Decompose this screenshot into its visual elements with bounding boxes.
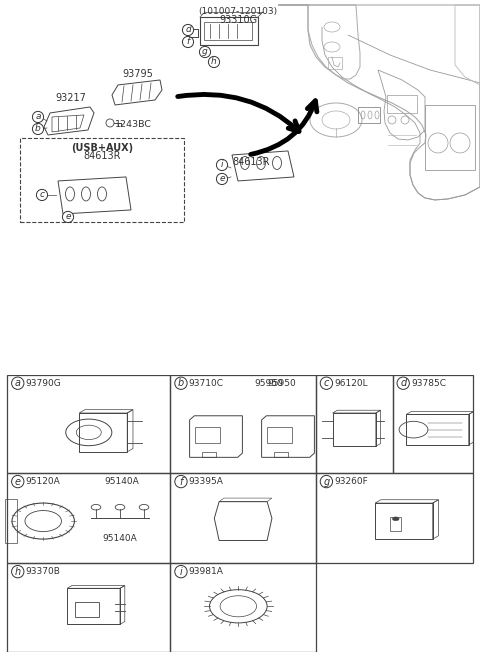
Text: 95120A: 95120A [25,477,60,486]
Text: i: i [180,567,182,576]
Text: 96120L: 96120L [334,379,368,388]
Bar [200,17,258,45]
Text: 1243BC: 1243BC [115,120,152,129]
Bar [316,375,393,473]
Bar [75,602,99,617]
Text: f: f [179,477,183,486]
Text: (101007-120103): (101007-120103) [198,7,277,16]
Bar [391,517,401,531]
Bar [387,95,417,113]
Bar [170,563,316,652]
Text: 95950: 95950 [268,379,297,388]
Text: 93310G: 93310G [219,15,257,25]
Text: e: e [15,477,21,486]
Text: g: g [202,48,208,57]
Bar [406,415,468,445]
Bar [79,413,127,452]
Text: 93795: 93795 [122,69,153,79]
Text: a: a [15,378,21,388]
Text: 93981A: 93981A [189,567,224,576]
Bar [328,57,342,69]
Text: g: g [323,477,330,486]
Bar [7,473,170,563]
Text: 93785C: 93785C [411,379,446,388]
Text: b: b [35,125,41,134]
Circle shape [392,517,399,521]
Bar [393,375,473,473]
Bar [202,452,216,457]
Text: c: c [324,378,329,388]
Bar [7,563,170,652]
Text: b: b [178,378,184,388]
Bar [7,375,170,473]
Text: i: i [221,160,223,170]
Bar [316,473,473,563]
Bar [358,107,380,123]
Text: d: d [400,378,407,388]
Text: h: h [211,57,217,67]
Text: 95140A: 95140A [105,477,139,486]
Text: 93217: 93217 [55,93,86,103]
Text: a: a [35,112,41,121]
Text: 93370B: 93370B [25,567,60,576]
Bar [67,588,120,625]
Bar [274,452,288,457]
Text: h: h [15,567,21,576]
Text: f: f [186,37,190,46]
Text: 84613R: 84613R [232,157,269,167]
Text: (USB+AUX): (USB+AUX) [71,143,133,153]
Bar [204,22,252,40]
Text: 95140A: 95140A [103,533,137,542]
Text: 93790G: 93790G [25,379,61,388]
Text: d: d [185,25,191,35]
Bar [195,427,220,443]
Bar [425,105,475,170]
Text: 84613R: 84613R [83,151,121,161]
Text: e: e [219,175,225,183]
Bar [170,375,316,473]
Text: 93260F: 93260F [334,477,368,486]
Text: 93710C: 93710C [189,379,224,388]
Bar [375,503,433,539]
Text: e: e [65,213,71,222]
Bar [267,427,292,443]
Text: 95950: 95950 [254,379,283,388]
Bar [170,473,316,563]
Bar [333,413,376,446]
Text: 93395A: 93395A [189,477,224,486]
Text: c: c [39,190,45,200]
